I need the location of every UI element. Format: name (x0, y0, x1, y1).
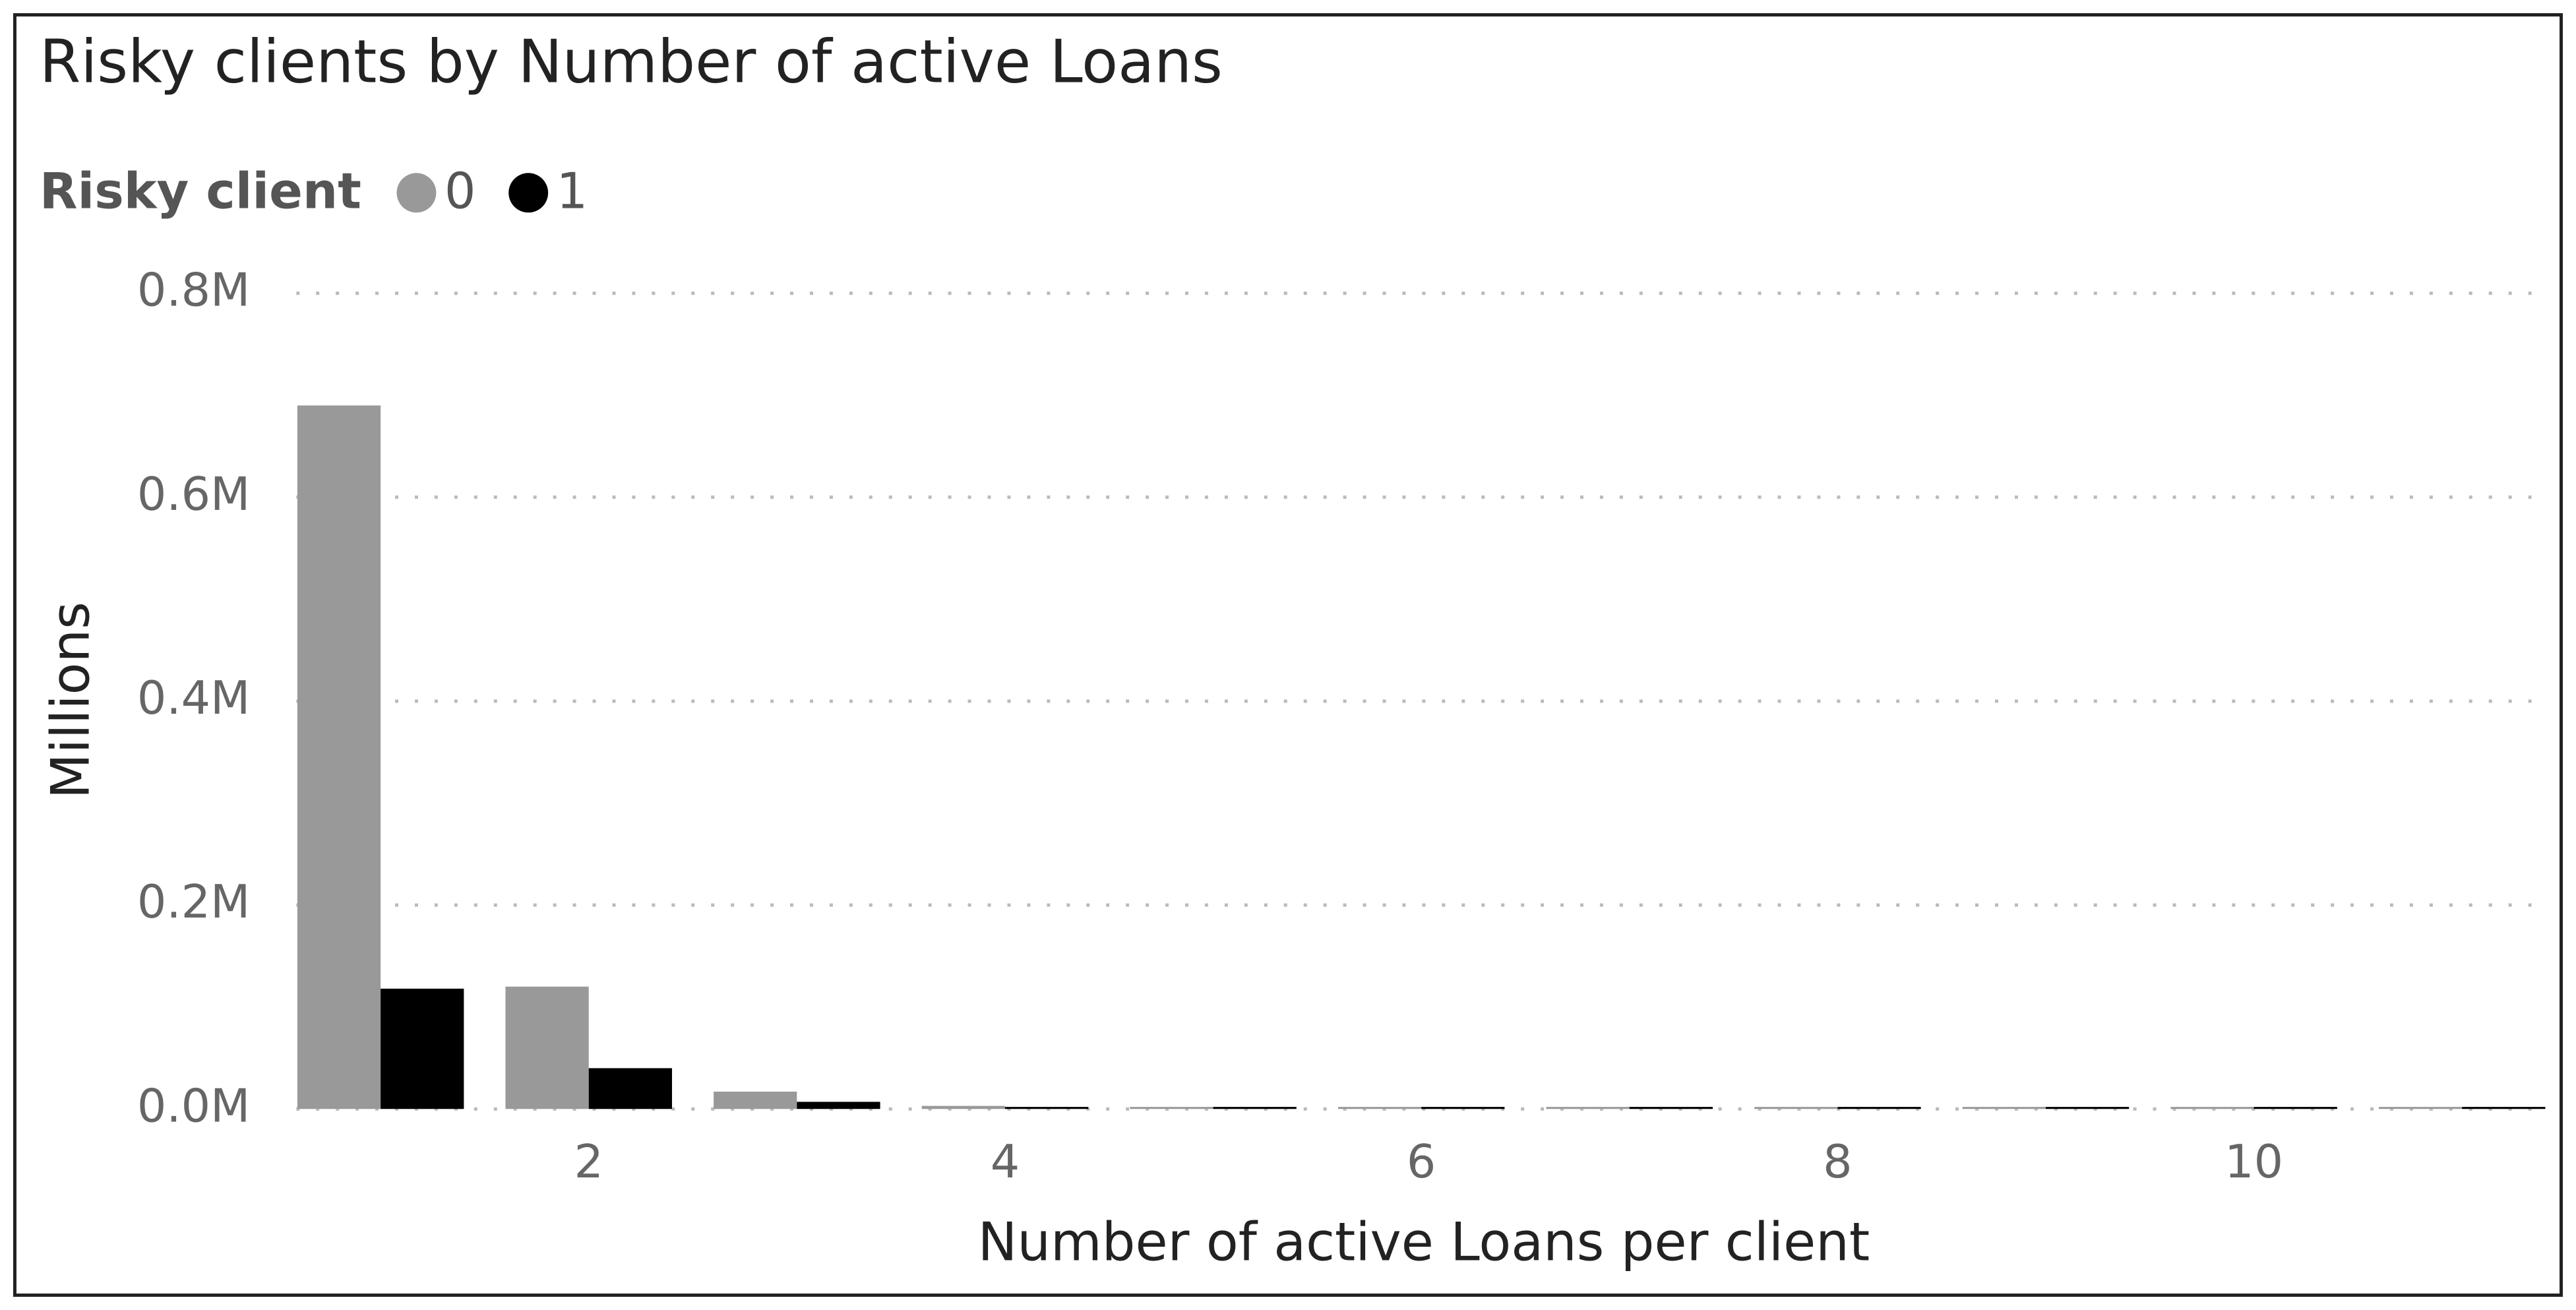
bar (2378, 1107, 2463, 1109)
bar (1837, 1107, 1921, 1109)
bar (1754, 1107, 1838, 1109)
y-tick-label: 0.0M (137, 1079, 250, 1133)
bar (1962, 1107, 2046, 1109)
bar (1130, 1107, 1213, 1109)
legend-label: 1 (557, 162, 588, 220)
bar (1004, 1107, 1089, 1109)
legend-title: Risky client (40, 162, 361, 220)
bar (505, 986, 589, 1109)
x-tick-label: 6 (1407, 1135, 1436, 1189)
x-tick-label: 2 (574, 1135, 603, 1189)
x-axis-label: Number of active Loans per client (978, 1212, 1870, 1273)
y-axis-label: Millions (40, 602, 101, 799)
bar (588, 1068, 672, 1109)
bar (1546, 1107, 1630, 1109)
bar (2462, 1107, 2546, 1109)
bar (381, 988, 464, 1109)
x-tick-label: 4 (991, 1135, 1020, 1189)
x-tick-label: 8 (1823, 1135, 1852, 1189)
legend-swatch (396, 173, 437, 213)
bar (2170, 1107, 2254, 1109)
bar (921, 1106, 1005, 1109)
bar (297, 405, 381, 1109)
legend-label: 0 (445, 162, 476, 220)
bar (2254, 1107, 2337, 1109)
x-tick-label: 10 (2224, 1135, 2283, 1189)
y-tick-label: 0.4M (137, 671, 250, 725)
y-tick-label: 0.6M (137, 468, 250, 521)
bar (1629, 1107, 1713, 1109)
legend-swatch (508, 173, 549, 213)
bar (1421, 1107, 1505, 1109)
y-tick-label: 0.2M (137, 875, 250, 929)
bar (797, 1102, 880, 1109)
bar (2045, 1107, 2130, 1109)
bar (714, 1091, 797, 1109)
chart-title: Risky clients by Number of active Loans (40, 28, 1223, 96)
y-tick-label: 0.8M (137, 264, 250, 317)
bar (1213, 1107, 1297, 1109)
bar (1337, 1107, 1422, 1109)
